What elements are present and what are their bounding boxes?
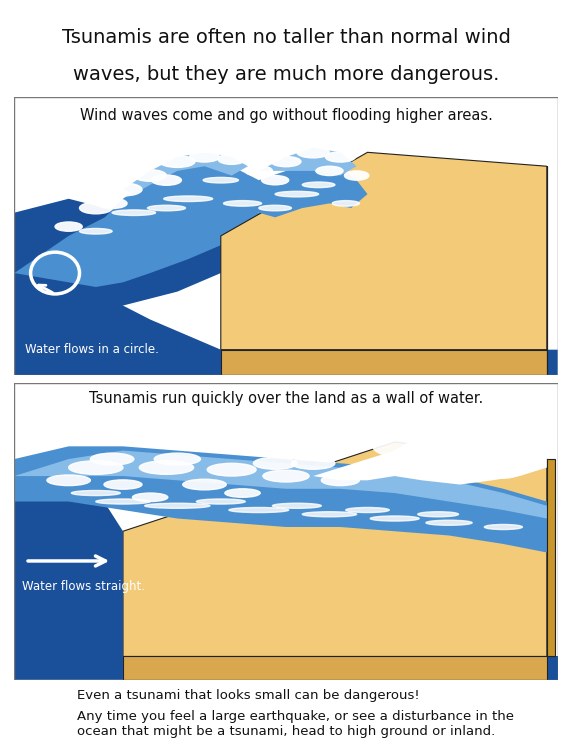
Ellipse shape — [484, 525, 522, 530]
Ellipse shape — [104, 183, 142, 196]
Polygon shape — [14, 189, 351, 287]
Ellipse shape — [259, 205, 292, 211]
Ellipse shape — [224, 201, 261, 206]
Ellipse shape — [332, 201, 359, 206]
Ellipse shape — [398, 450, 446, 469]
Ellipse shape — [302, 182, 335, 188]
Ellipse shape — [245, 166, 272, 176]
Polygon shape — [313, 400, 547, 484]
Polygon shape — [14, 199, 259, 375]
Text: Wind waves come and go without flooding higher areas.: Wind waves come and go without flooding … — [80, 108, 492, 123]
Ellipse shape — [80, 202, 112, 214]
Ellipse shape — [189, 152, 220, 162]
Ellipse shape — [72, 490, 120, 496]
Ellipse shape — [370, 516, 419, 521]
Ellipse shape — [55, 222, 82, 231]
Ellipse shape — [134, 169, 166, 181]
Ellipse shape — [133, 493, 168, 502]
Ellipse shape — [325, 152, 355, 162]
Text: Any time you feel a large earthquake, or see a disturbance in the
ocean that mig: Any time you feel a large earthquake, or… — [77, 710, 514, 738]
Ellipse shape — [316, 166, 343, 175]
Ellipse shape — [444, 434, 509, 459]
Polygon shape — [221, 152, 547, 350]
Ellipse shape — [474, 407, 511, 426]
Ellipse shape — [207, 464, 256, 476]
Polygon shape — [221, 350, 547, 375]
Text: Even a tsunami that looks small can be dangerous!: Even a tsunami that looks small can be d… — [77, 690, 420, 702]
Ellipse shape — [303, 512, 357, 517]
Ellipse shape — [418, 512, 459, 517]
Text: Water flows in a circle.: Water flows in a circle. — [25, 343, 159, 356]
Ellipse shape — [104, 480, 142, 489]
Ellipse shape — [218, 155, 245, 164]
Polygon shape — [14, 476, 123, 680]
Ellipse shape — [96, 499, 150, 504]
Ellipse shape — [154, 453, 200, 465]
Ellipse shape — [148, 205, 185, 211]
Ellipse shape — [145, 503, 210, 508]
Ellipse shape — [139, 461, 193, 474]
Text: waves, but they are much more dangerous.: waves, but they are much more dangerous. — [73, 65, 499, 83]
Ellipse shape — [97, 198, 127, 209]
Ellipse shape — [164, 196, 213, 201]
Ellipse shape — [253, 458, 297, 470]
Polygon shape — [547, 459, 555, 657]
Ellipse shape — [160, 156, 195, 167]
Ellipse shape — [272, 503, 321, 508]
Ellipse shape — [271, 157, 301, 166]
Polygon shape — [123, 152, 248, 194]
Ellipse shape — [490, 413, 539, 437]
Ellipse shape — [297, 147, 329, 158]
Ellipse shape — [90, 453, 134, 465]
Polygon shape — [123, 442, 547, 657]
Ellipse shape — [152, 175, 181, 185]
Polygon shape — [96, 162, 368, 231]
Polygon shape — [14, 450, 547, 519]
Polygon shape — [14, 447, 547, 553]
Ellipse shape — [203, 178, 239, 183]
Ellipse shape — [482, 457, 525, 478]
Ellipse shape — [183, 479, 227, 490]
Ellipse shape — [292, 458, 335, 470]
Ellipse shape — [196, 499, 245, 504]
Polygon shape — [14, 657, 558, 680]
Polygon shape — [123, 657, 547, 680]
Polygon shape — [259, 148, 357, 175]
Ellipse shape — [263, 470, 309, 482]
Ellipse shape — [69, 461, 123, 474]
Ellipse shape — [346, 507, 390, 513]
Ellipse shape — [321, 475, 359, 486]
Text: Tsunamis run quickly over the land as a wall of water.: Tsunamis run quickly over the land as a … — [89, 391, 483, 406]
Ellipse shape — [427, 423, 471, 444]
Ellipse shape — [514, 424, 547, 443]
Polygon shape — [14, 273, 558, 375]
Ellipse shape — [344, 171, 369, 181]
Ellipse shape — [47, 475, 90, 486]
Text: Water flows straight.: Water flows straight. — [22, 580, 145, 593]
Ellipse shape — [229, 507, 289, 513]
Ellipse shape — [225, 489, 260, 497]
Ellipse shape — [112, 210, 156, 215]
Text: Tsunamis are often no taller than normal wind: Tsunamis are often no taller than normal… — [62, 27, 510, 47]
Ellipse shape — [426, 520, 472, 525]
Ellipse shape — [275, 192, 319, 197]
Ellipse shape — [373, 437, 416, 456]
Ellipse shape — [80, 229, 112, 234]
Ellipse shape — [261, 175, 289, 185]
